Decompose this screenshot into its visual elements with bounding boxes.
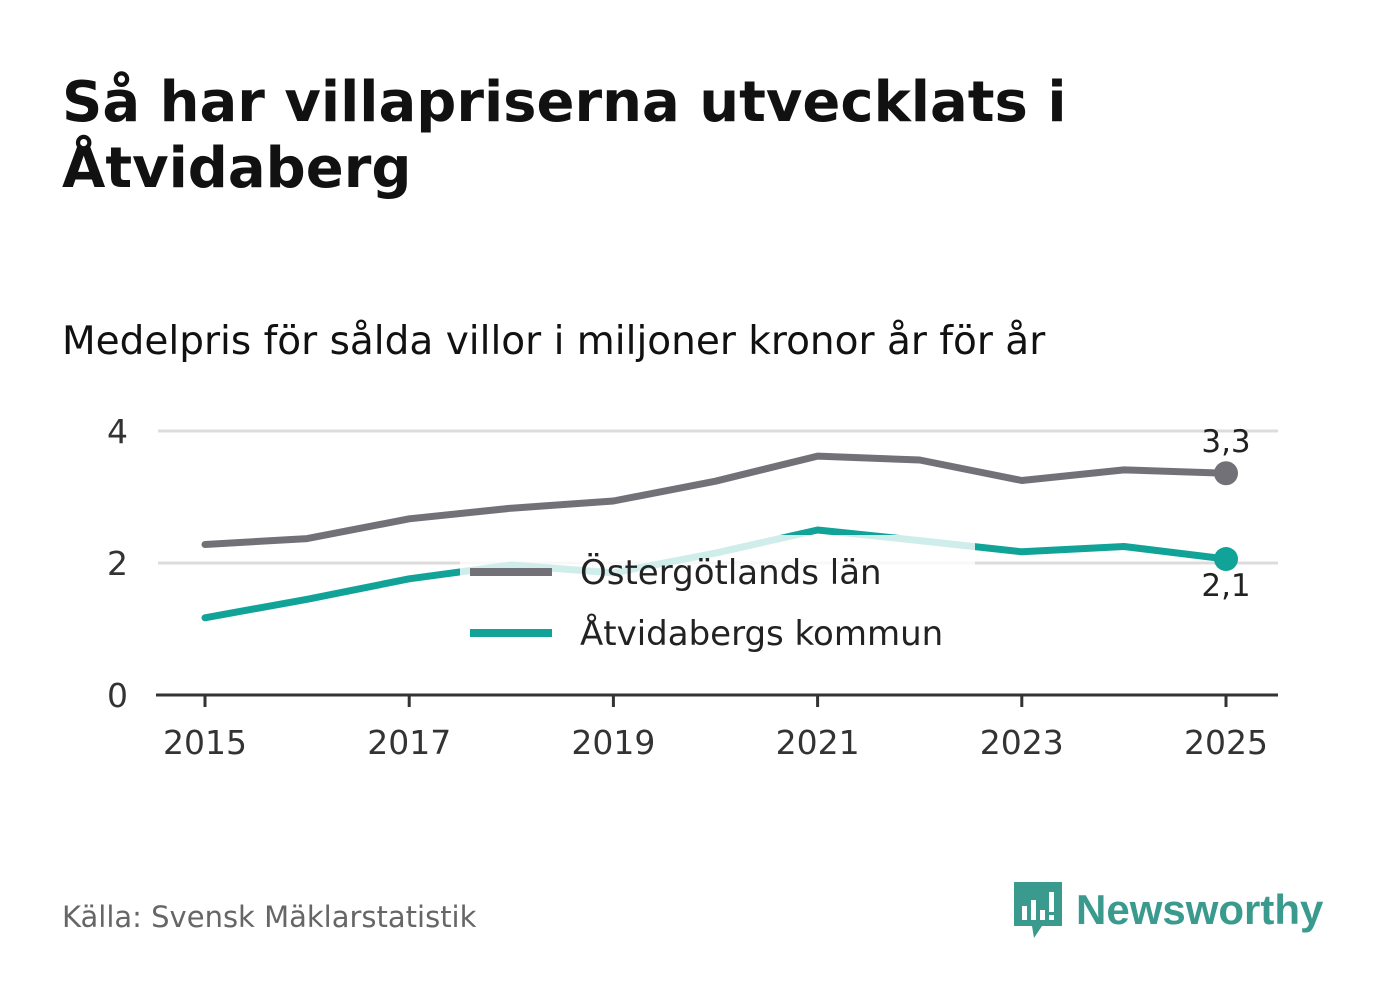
series-end-label-1: 3,3 bbox=[1201, 424, 1250, 460]
source-note: Källa: Svensk Mäklarstatistik bbox=[62, 900, 477, 934]
y-tick-label: 0 bbox=[107, 676, 128, 715]
brand-name: Newsworthy bbox=[1076, 886, 1324, 933]
x-tick-label: 2019 bbox=[571, 723, 655, 762]
legend-label-1: Östergötlands län bbox=[580, 552, 882, 593]
chart-title: Så har villapriserna utvecklats i Åtvida… bbox=[62, 70, 1067, 201]
x-tick-label: 2025 bbox=[1184, 723, 1268, 762]
y-tick-label: 2 bbox=[107, 544, 128, 583]
series-end-label-2: 2,1 bbox=[1201, 568, 1250, 604]
line-chart: 0 2 4 2015 2017 2019 2021 2023 2025 Östergötlands… bbox=[107, 412, 1278, 762]
legend-label-2: Åtvidabergs kommun bbox=[580, 613, 943, 654]
y-tick-label: 4 bbox=[107, 412, 128, 451]
x-tick-label: 2021 bbox=[776, 723, 860, 762]
newsworthy-logo: Newsworthy bbox=[1012, 880, 1323, 940]
x-tick-label: 2017 bbox=[367, 723, 451, 762]
x-tick-label: 2015 bbox=[163, 723, 247, 762]
chart-subtitle: Medelpris för sålda villor i miljoner kr… bbox=[62, 319, 1046, 364]
series-end-marker-1 bbox=[1214, 461, 1238, 486]
newsworthy-logo-icon bbox=[1014, 882, 1062, 938]
series-end-marker-2 bbox=[1214, 547, 1238, 572]
series-line-1 bbox=[201, 452, 1230, 548]
x-tick-label: 2023 bbox=[980, 723, 1064, 762]
